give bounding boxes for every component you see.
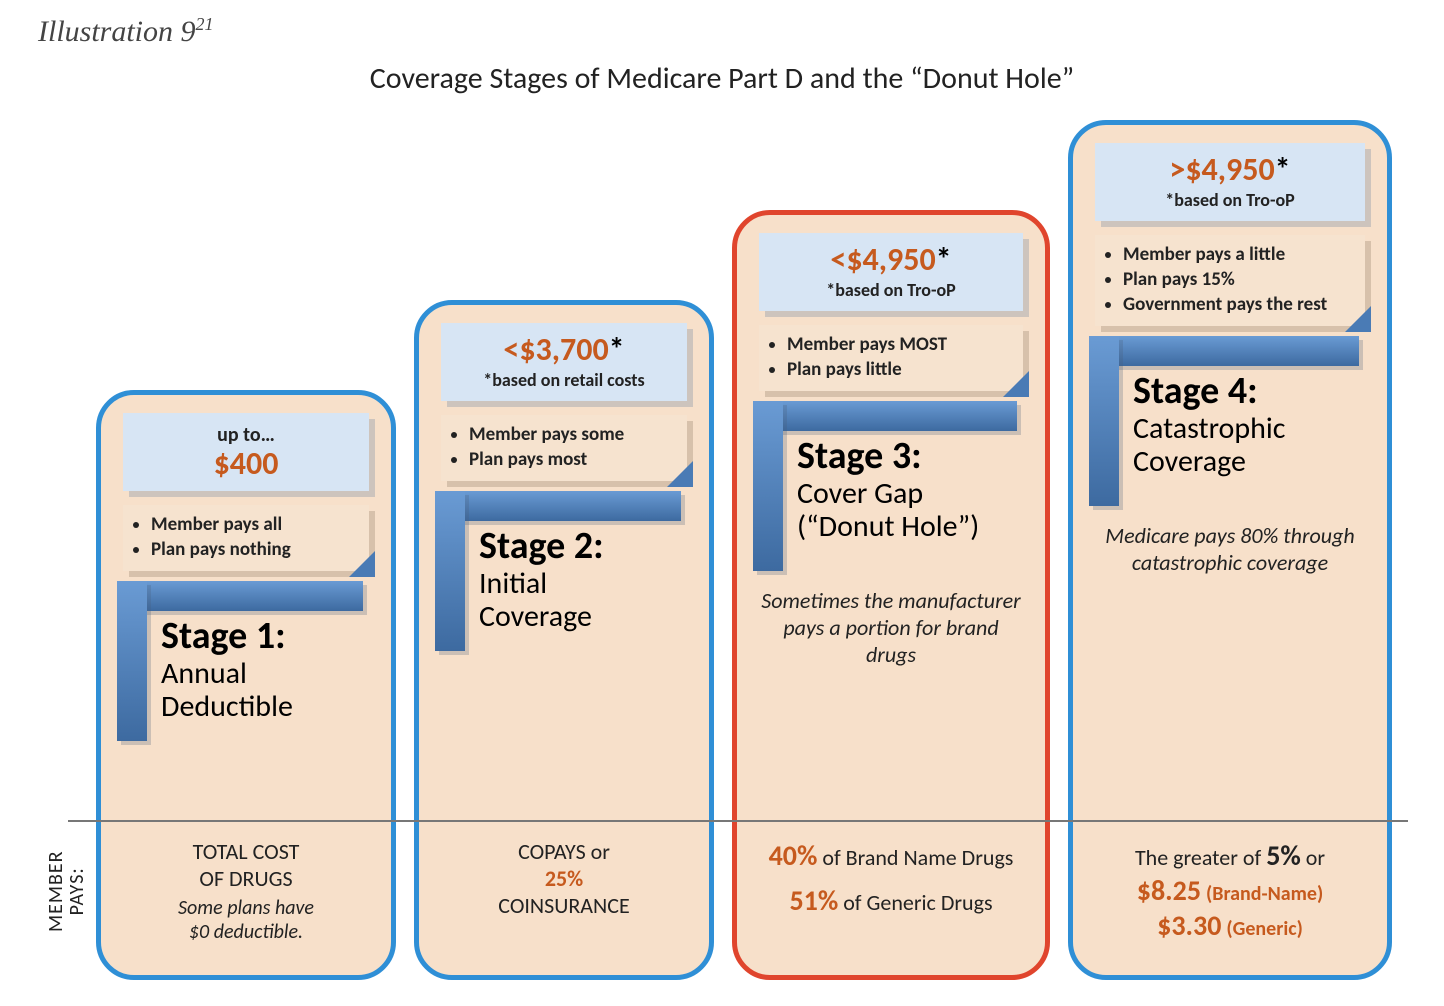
pay-orange: 40% xyxy=(769,838,818,873)
pay-text: of Generic Drugs xyxy=(838,889,992,916)
pay-line: TOTAL COST xyxy=(106,838,386,865)
bullet: Government pays the rest xyxy=(1123,293,1355,316)
bullets: Member pays all Plan pays nothing xyxy=(123,505,369,571)
bullet: Plan pays little xyxy=(787,358,1013,381)
threshold-box: up to… $400 xyxy=(123,413,369,491)
bullet: Plan pays nothing xyxy=(151,538,359,561)
page-title: Coverage Stages of Medicare Part D and t… xyxy=(0,60,1444,97)
bullets: Member pays MOST Plan pays little xyxy=(759,325,1023,391)
threshold-note: *based on Tro-oP xyxy=(1101,189,1359,211)
bullet: Member pays a little xyxy=(1123,243,1355,266)
illustration-label: Illustration 921 xyxy=(38,14,214,49)
mid-note: Medicare pays 80% through catastrophic c… xyxy=(1095,522,1365,576)
illustration-sup: 21 xyxy=(196,14,214,34)
threshold-amount-val: <$3,700 xyxy=(503,330,608,369)
threshold-amount-val: >$4,950 xyxy=(1169,150,1274,189)
threshold-amount-val: $400 xyxy=(214,444,279,483)
stage-name: Cover Gap(“Donut Hole”) xyxy=(797,477,1023,543)
threshold-amount-val: <$4,950 xyxy=(830,240,935,279)
pay-line: COPAYS or xyxy=(424,838,704,865)
bullet: Plan pays 15% xyxy=(1123,268,1355,291)
threshold-box: <$4,950* *based on Tro-oP xyxy=(759,233,1023,311)
stage-title: Stage 2: InitialCoverage xyxy=(479,527,687,633)
bullet: Member pays some xyxy=(469,423,677,446)
pay-price: $3.30 xyxy=(1157,908,1221,943)
pay-line: $8.25 (Brand-Name) xyxy=(1078,873,1382,908)
stage-num: Stage 3: xyxy=(797,437,1023,475)
stage-name: AnnualDeductible xyxy=(161,657,369,723)
angle-bracket: Stage 3: Cover Gap(“Donut Hole”) xyxy=(759,401,1023,571)
stage-title: Stage 4: CatastrophicCoverage xyxy=(1133,372,1365,478)
pay-line: OF DRUGS xyxy=(106,865,386,892)
pay-italic: Some plans have$0 deductible. xyxy=(106,896,386,944)
angle-bracket: Stage 4: CatastrophicCoverage xyxy=(1095,336,1365,506)
pay-orange: 25% xyxy=(545,865,583,892)
stage-title: Stage 1: AnnualDeductible xyxy=(161,617,369,723)
member-pay-4: The greater of 5% or $8.25 (Brand-Name) … xyxy=(1078,838,1382,943)
threshold-box: <$3,700* *based on retail costs xyxy=(441,323,687,401)
pay-big: 5% xyxy=(1266,838,1301,873)
stage-num: Stage 2: xyxy=(479,527,687,565)
pay-line: $3.30 (Generic) xyxy=(1078,908,1382,943)
bullet: Plan pays most xyxy=(469,448,677,471)
threshold-box: >$4,950* *based on Tro-oP xyxy=(1095,143,1365,221)
pay-text: COPAYS or xyxy=(518,838,610,865)
bullet: Member pays MOST xyxy=(787,333,1013,356)
threshold-note: *based on retail costs xyxy=(447,369,681,391)
threshold-amount: <$3,700* xyxy=(447,333,681,367)
bullet: Member pays all xyxy=(151,513,359,536)
pay-paren: (Brand-Name) xyxy=(1206,882,1323,906)
threshold-amount: $400 xyxy=(129,447,363,481)
stage-name: CatastrophicCoverage xyxy=(1133,412,1365,478)
member-pays-label: MEMBERPAYS: xyxy=(46,840,74,970)
stage-num: Stage 1: xyxy=(161,617,369,655)
pay-text: or xyxy=(1301,844,1325,871)
pay-line: COINSURANCE xyxy=(424,892,704,919)
bullets: Member pays a little Plan pays 15% Gover… xyxy=(1095,235,1365,326)
member-pay-3: 40% of Brand Name Drugs 51% of Generic D… xyxy=(742,838,1040,918)
pay-line: 51% of Generic Drugs xyxy=(742,883,1040,918)
pay-line: 40% of Brand Name Drugs xyxy=(742,838,1040,873)
pay-line: 25% xyxy=(424,865,704,892)
member-pay-2: COPAYS or 25% COINSURANCE xyxy=(424,838,704,919)
angle-bracket: Stage 1: AnnualDeductible xyxy=(123,581,369,741)
canvas: Illustration 921 Coverage Stages of Medi… xyxy=(0,0,1444,1006)
bullets: Member pays some Plan pays most xyxy=(441,415,687,481)
divider-line xyxy=(68,820,1408,822)
pay-text: of Brand Name Drugs xyxy=(817,844,1013,871)
threshold-amount: <$4,950* xyxy=(765,243,1017,277)
stage-num: Stage 4: xyxy=(1133,372,1365,410)
threshold-note: *based on Tro-oP xyxy=(765,279,1017,301)
pay-orange: 51% xyxy=(789,883,838,918)
stage-name: InitialCoverage xyxy=(479,567,687,633)
member-pay-1: TOTAL COST OF DRUGS Some plans have$0 de… xyxy=(106,838,386,944)
pay-price: $8.25 xyxy=(1137,873,1201,908)
member-pays-text: MEMBERPAYS: xyxy=(46,851,88,932)
pay-line: The greater of 5% or xyxy=(1078,838,1382,873)
threshold-amount: >$4,950* xyxy=(1101,153,1359,187)
illustration-text: Illustration 9 xyxy=(38,15,196,48)
pay-paren: (Generic) xyxy=(1226,917,1302,941)
stage-title: Stage 3: Cover Gap(“Donut Hole”) xyxy=(797,437,1023,543)
mid-note: Sometimes the manufacturer pays a portio… xyxy=(759,587,1023,668)
angle-bracket: Stage 2: InitialCoverage xyxy=(441,491,687,651)
pay-text: The greater of xyxy=(1135,844,1266,871)
